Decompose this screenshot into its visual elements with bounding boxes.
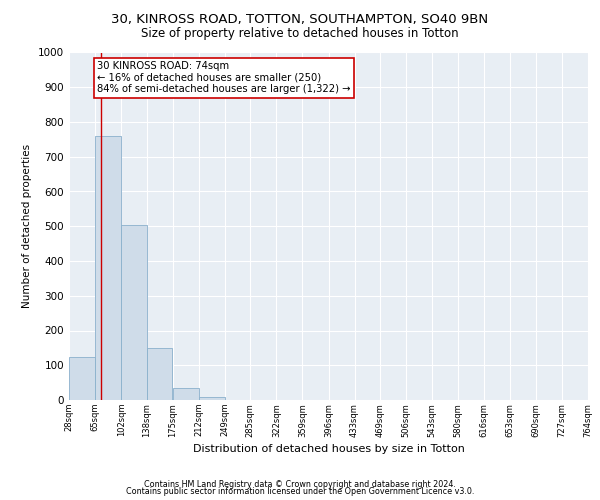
Text: 30 KINROSS ROAD: 74sqm
← 16% of detached houses are smaller (250)
84% of semi-de: 30 KINROSS ROAD: 74sqm ← 16% of detached…: [97, 61, 351, 94]
Bar: [69, 356, 95, 400]
Bar: [199, 396, 224, 400]
Text: Contains HM Land Registry data © Crown copyright and database right 2024.: Contains HM Land Registry data © Crown c…: [144, 480, 456, 489]
Text: 30, KINROSS ROAD, TOTTON, SOUTHAMPTON, SO40 9BN: 30, KINROSS ROAD, TOTTON, SOUTHAMPTON, S…: [112, 12, 488, 26]
X-axis label: Distribution of detached houses by size in Totton: Distribution of detached houses by size …: [193, 444, 464, 454]
Text: Contains public sector information licensed under the Open Government Licence v3: Contains public sector information licen…: [126, 488, 474, 496]
Bar: [147, 348, 172, 400]
Bar: [95, 136, 121, 400]
Text: Size of property relative to detached houses in Totton: Size of property relative to detached ho…: [141, 28, 459, 40]
Y-axis label: Number of detached properties: Number of detached properties: [22, 144, 32, 308]
Bar: [173, 388, 199, 400]
Bar: [121, 224, 147, 400]
